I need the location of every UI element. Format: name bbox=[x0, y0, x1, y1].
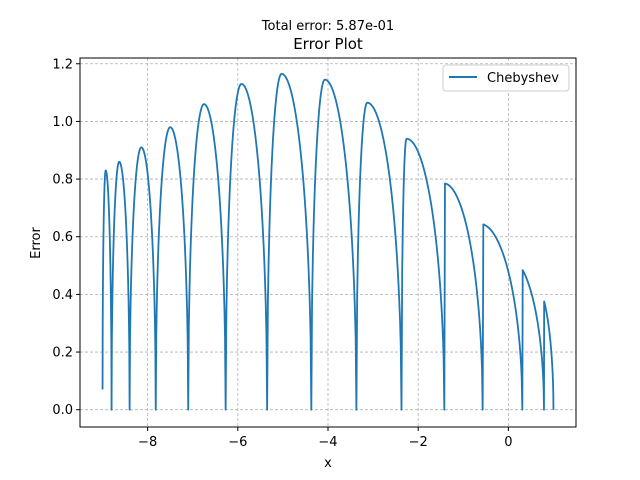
x-tick-label: −4 bbox=[318, 435, 337, 450]
y-tick-label: 1.2 bbox=[52, 57, 73, 72]
x-tick-label: −8 bbox=[138, 435, 157, 450]
legend: Chebyshev bbox=[442, 64, 570, 92]
y-tick-label: 0.8 bbox=[52, 173, 73, 188]
x-tick-label: −6 bbox=[228, 435, 247, 450]
x-axis-ticks: −8 −6 −4 −2 0 bbox=[138, 427, 513, 450]
series-line-chebyshev bbox=[101, 72, 555, 411]
x-axis-label: x bbox=[324, 456, 332, 471]
y-tick-label: 0.4 bbox=[52, 288, 73, 303]
y-axis-ticks: 0.0 0.2 0.4 0.6 0.8 1.0 1.2 bbox=[52, 57, 80, 418]
grid bbox=[80, 58, 576, 427]
chart-title: Error Plot bbox=[293, 35, 363, 53]
legend-label-chebyshev: Chebyshev bbox=[487, 71, 559, 86]
x-tick-label: 0 bbox=[504, 435, 512, 450]
y-tick-label: 1.0 bbox=[52, 115, 73, 130]
y-tick-label: 0.2 bbox=[52, 346, 73, 361]
y-axis-label: Error bbox=[29, 227, 44, 259]
series-layer bbox=[101, 72, 555, 411]
legend-box bbox=[442, 64, 570, 92]
y-tick-label: 0.0 bbox=[52, 403, 73, 418]
x-tick-label: −2 bbox=[409, 435, 428, 450]
y-tick-label: 0.6 bbox=[52, 230, 73, 245]
chart-suptitle: Total error: 5.87e-01 bbox=[261, 19, 394, 34]
